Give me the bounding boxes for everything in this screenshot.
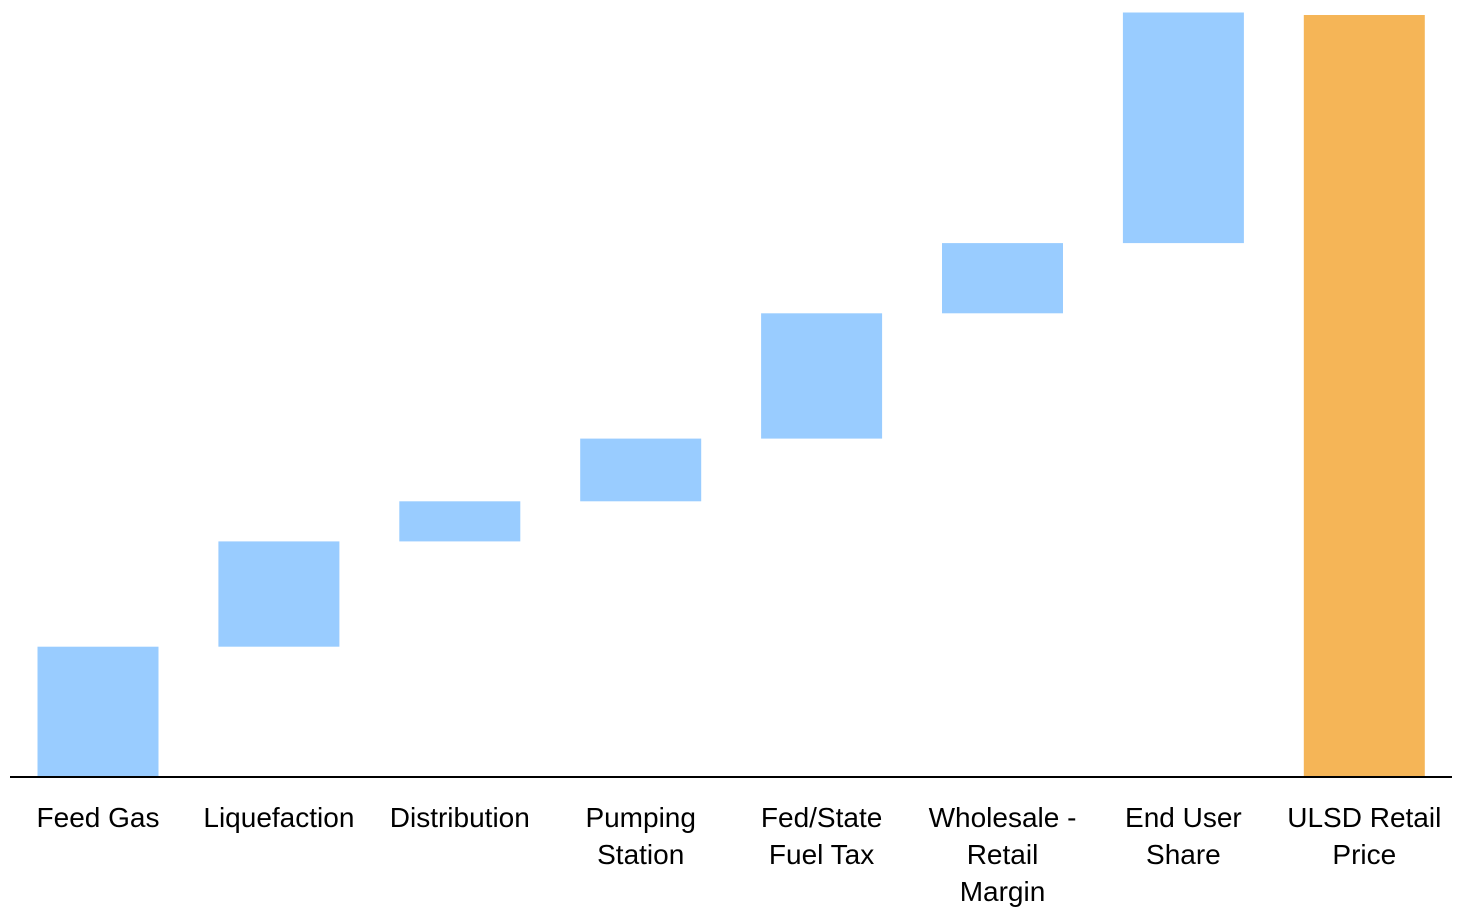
tick-label-distribution: Distribution: [390, 802, 530, 833]
tick-label-line: Share: [1146, 839, 1221, 870]
tick-label-line: Distribution: [390, 802, 530, 833]
tick-label-line: Price: [1332, 839, 1396, 870]
tick-label-pumping-station: Pumping Station: [585, 802, 696, 870]
tick-label-line: Wholesale -: [929, 802, 1077, 833]
tick-label-line: ULSD Retail: [1287, 802, 1441, 833]
tick-label-fed-state-fuel-tax: Fed/State Fuel Tax: [761, 802, 882, 870]
tick-label-line: Fed/State: [761, 802, 882, 833]
bar-liquefaction: [218, 541, 340, 647]
bar-feed-gas: [37, 646, 159, 777]
tick-label-line: Retail: [967, 839, 1039, 870]
tick-label-feed-gas: Feed Gas: [37, 802, 160, 833]
tick-label-wholesale-retail-margin: Wholesale - Retail Margin: [929, 802, 1077, 907]
tick-label-line: End User: [1125, 802, 1242, 833]
tick-label-line: Feed Gas: [37, 802, 160, 833]
tick-label-end-user-share: End User Share: [1125, 802, 1242, 870]
bar-distribution: [399, 501, 521, 542]
bar-ulsd-retail-price: [1303, 15, 1425, 777]
tick-label-liquefaction: Liquefaction: [203, 802, 354, 833]
category-labels-group: Feed Gas Liquefaction Distribution Pumping S…: [37, 802, 1442, 907]
bar-wholesale-retail-margin: [942, 243, 1063, 314]
tick-label-line: Liquefaction: [203, 802, 354, 833]
tick-label-line: Margin: [960, 876, 1046, 907]
bars-group: [37, 12, 1425, 777]
bar-end-user-share: [1122, 12, 1244, 244]
tick-label-line: Fuel Tax: [769, 839, 874, 870]
bar-pumping-station: [580, 438, 702, 502]
tick-label-line: Pumping: [585, 802, 696, 833]
bar-fed-state-fuel-tax: [761, 313, 883, 439]
tick-label-ulsd-retail-price: ULSD Retail Price: [1287, 802, 1441, 870]
tick-label-line: Station: [597, 839, 684, 870]
